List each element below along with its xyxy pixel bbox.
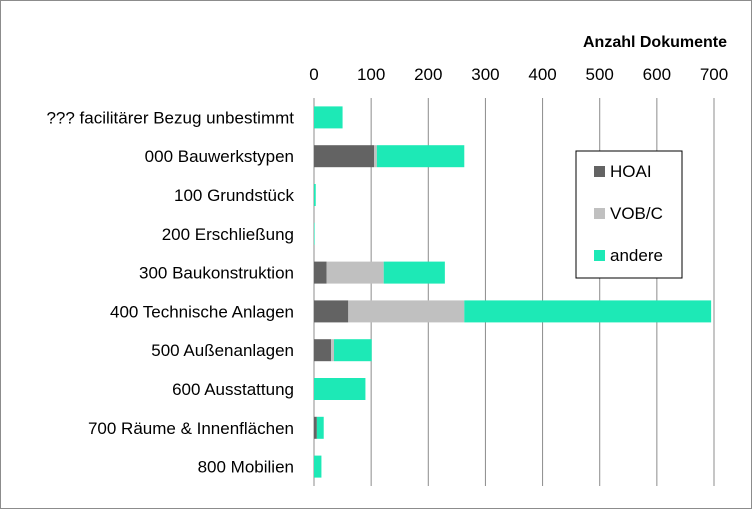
- bar-segment: [464, 300, 712, 323]
- bar-segment: [314, 378, 366, 400]
- bar-segment: [314, 261, 327, 284]
- bar-segment: [314, 339, 332, 362]
- legend-swatch: [594, 208, 605, 219]
- x-tick-label: 300: [471, 65, 499, 84]
- x-tick-labels: 0 100 200 300 400 500 600 700: [309, 65, 728, 84]
- bar-segment: [331, 339, 334, 362]
- category-labels: ??? facilitärer Bezug unbestimmt 000 Bauw…: [46, 108, 294, 476]
- bar-segment: [348, 300, 465, 323]
- category-label: 400 Technische Anlagen: [110, 302, 294, 321]
- category-label: ??? facilitärer Bezug unbestimmt: [46, 108, 294, 127]
- bar-segment: [314, 184, 316, 206]
- x-tick-label: 0: [309, 65, 318, 84]
- legend-swatch: [594, 166, 605, 177]
- x-tick-label: 600: [643, 65, 671, 84]
- bar-segment: [314, 416, 317, 439]
- bars: [314, 106, 712, 478]
- x-tick-label: 500: [586, 65, 614, 84]
- bar-segment: [314, 222, 315, 245]
- bar-segment: [376, 145, 465, 168]
- bar-segment: [314, 106, 343, 129]
- legend-label: VOB/C: [610, 204, 663, 223]
- bar-segment: [314, 455, 322, 478]
- x-tick-label: 700: [700, 65, 728, 84]
- x-tick-label: 200: [414, 65, 442, 84]
- legend-swatch: [594, 250, 605, 261]
- x-tick-label: 100: [357, 65, 385, 84]
- category-label: 500 Außenanlagen: [151, 341, 294, 360]
- category-label: 800 Mobilien: [198, 458, 294, 477]
- bar-segment: [314, 300, 349, 323]
- legend-label: HOAI: [610, 162, 652, 181]
- category-label: 100 Grundstück: [174, 186, 295, 205]
- bar-segment: [374, 145, 377, 168]
- bar-segment: [334, 339, 372, 362]
- bar-segment: [326, 261, 384, 284]
- category-label: 200 Erschließung: [162, 225, 294, 244]
- legend-box: [575, 150, 683, 279]
- category-label: 000 Bauwerkstypen: [145, 147, 294, 166]
- bar-segment: [314, 145, 374, 168]
- bar-segment: [383, 261, 445, 284]
- category-label: 300 Baukonstruktion: [139, 264, 294, 283]
- bar-segment: [316, 416, 324, 439]
- x-tick-label: 400: [528, 65, 556, 84]
- legend-label: andere: [610, 246, 663, 265]
- category-label: 700 Räume & Innenflächen: [88, 419, 294, 438]
- category-label: 600 Ausstattung: [172, 380, 294, 399]
- legend: HOAI VOB/C andere: [575, 150, 683, 279]
- x-axis-title: Anzahl Dokumente: [583, 34, 727, 51]
